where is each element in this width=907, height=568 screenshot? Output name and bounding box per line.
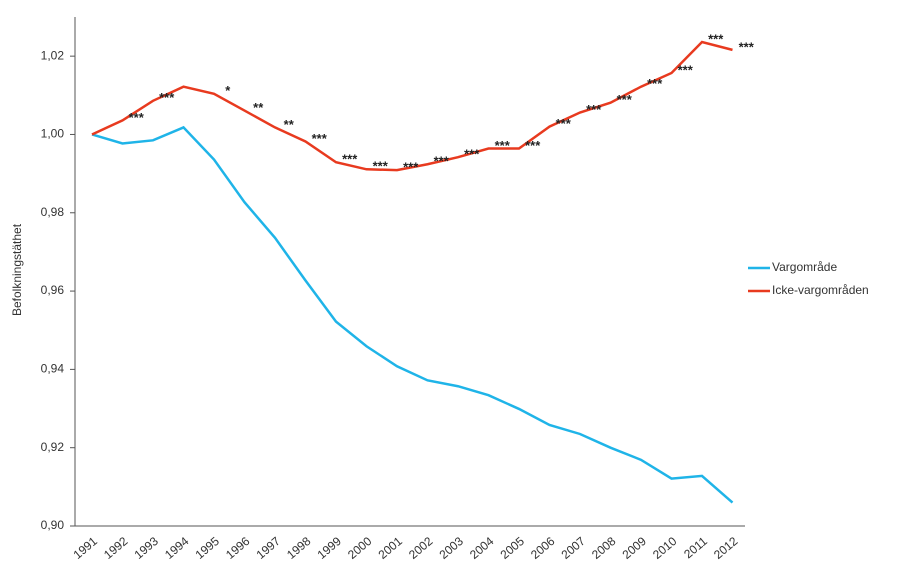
y-tick-label: 0,98	[41, 205, 65, 219]
y-tick-label: 0,92	[41, 440, 65, 454]
x-tick-label: 2009	[620, 534, 650, 562]
y-tick-label: 1,00	[41, 127, 65, 141]
significance-label: ***	[708, 31, 724, 46]
x-tick-label: 2008	[589, 534, 619, 562]
y-axis-label: Befolkningstäthet	[10, 223, 24, 316]
significance-label: ***	[129, 110, 145, 125]
significance-label: ***	[434, 154, 450, 169]
x-tick-label: 2010	[650, 534, 680, 562]
significance-label: ***	[586, 102, 602, 117]
significance-label: ***	[647, 76, 663, 91]
x-tick-label: 1992	[101, 534, 131, 562]
significance-label: ***	[525, 138, 541, 153]
significance-label: ***	[464, 147, 480, 162]
x-tick-label: 2000	[345, 534, 375, 562]
x-tick-label: 2011	[681, 534, 710, 562]
x-tick-label: 2012	[711, 534, 741, 562]
x-tick-label: 1993	[132, 534, 162, 562]
x-tick-label: 1996	[223, 534, 253, 562]
x-tick-label: 1995	[193, 534, 223, 562]
x-tick-label: 1998	[284, 534, 314, 562]
significance-label: ***	[159, 90, 175, 105]
x-tick-label: 1991	[71, 534, 101, 562]
x-tick-label: 2007	[559, 534, 589, 562]
x-tick-label: 2006	[528, 534, 558, 562]
significance-label: ***	[312, 131, 328, 146]
significance-label: ***	[495, 138, 511, 153]
x-tick-label: 2001	[376, 534, 406, 562]
x-tick-label: 1999	[315, 534, 345, 562]
x-tick-label: 2003	[437, 534, 467, 562]
significance-label: **	[284, 117, 295, 132]
x-tick-label: 2005	[498, 534, 528, 562]
y-tick-label: 0,94	[41, 362, 65, 376]
x-tick-label: 2004	[467, 534, 497, 562]
significance-label: **	[253, 100, 264, 115]
x-tick-label: 2002	[406, 534, 436, 562]
significance-label: ***	[342, 152, 358, 167]
significance-label: ***	[403, 160, 419, 175]
y-tick-label: 0,90	[41, 518, 65, 532]
significance-label: *	[225, 83, 231, 98]
series-line	[91, 40, 733, 172]
significance-label: ***	[617, 92, 633, 107]
x-tick-label: 1994	[162, 534, 192, 562]
legend-label: Icke-vargområden	[772, 283, 869, 297]
significance-label: ***	[373, 159, 389, 174]
series-line	[91, 125, 734, 504]
significance-label: ***	[556, 116, 572, 131]
significance-label: ***	[678, 62, 694, 77]
y-tick-label: 1,02	[41, 48, 65, 62]
y-tick-label: 0,96	[41, 283, 65, 297]
x-tick-label: 1997	[254, 534, 284, 562]
legend-label: Vargområde	[772, 260, 837, 274]
significance-label: ***	[739, 39, 755, 54]
